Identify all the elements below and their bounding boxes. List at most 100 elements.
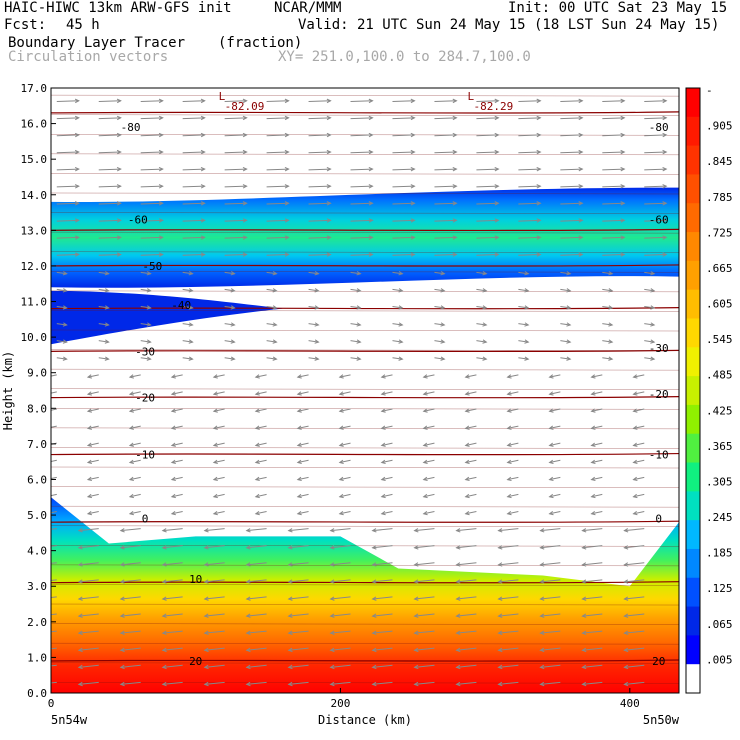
- low-marker-value: -82.29: [474, 100, 514, 113]
- vector-arrowhead: [398, 339, 404, 344]
- circulation-vector: [224, 134, 247, 137]
- vector-arrowhead: [578, 149, 584, 155]
- circulation-vector: [518, 323, 529, 326]
- vector-arrowhead: [368, 218, 374, 223]
- circulation-vector: [266, 100, 289, 103]
- vector-arrowhead: [245, 562, 251, 567]
- vector-arrowhead: [119, 579, 125, 584]
- vector-arrowhead: [578, 115, 584, 121]
- vector-arrowhead: [548, 442, 554, 447]
- vector-arrowhead: [524, 271, 530, 276]
- y-tick-label: 8.0: [27, 402, 47, 415]
- vector-arrowhead: [413, 613, 419, 618]
- vector-arrowhead: [272, 271, 278, 276]
- vector-arrowhead: [104, 271, 110, 276]
- vector-arrowhead: [329, 596, 335, 601]
- circulation-vector: [330, 681, 351, 685]
- circulation-vector: [381, 442, 393, 446]
- circulation-vector: [476, 134, 499, 137]
- circulation-vector: [308, 219, 331, 222]
- circulation-vector: [560, 219, 583, 222]
- circulation-vector: [476, 117, 499, 120]
- circulation-vector: [266, 357, 277, 360]
- vector-arrowhead: [371, 562, 377, 567]
- minor-contour: [51, 271, 679, 273]
- circulation-vector: [266, 306, 277, 309]
- vector-label: Circulation vectors: [8, 49, 169, 65]
- circulation-vector: [476, 271, 487, 275]
- vector-arrowhead: [464, 408, 470, 413]
- vector-arrowhead: [200, 98, 206, 104]
- vector-arrowhead: [536, 149, 542, 155]
- y-tick-label: 1.0: [27, 651, 47, 664]
- circulation-vector: [591, 476, 603, 481]
- circulation-vector: [297, 391, 309, 395]
- vector-arrowhead: [296, 425, 302, 430]
- circulation-vector: [266, 288, 277, 292]
- circulation-vector: [140, 340, 151, 343]
- vector-arrowhead: [188, 356, 194, 361]
- circulation-vector: [633, 425, 645, 429]
- vector-arrowhead: [203, 647, 209, 653]
- circulation-vector: [644, 219, 667, 222]
- vector-arrowhead: [296, 391, 302, 396]
- y-tick-label: 12.0: [21, 260, 48, 273]
- tracer-cirrus-tongue: [51, 290, 283, 345]
- y-tick-label: 7.0: [27, 438, 47, 451]
- vector-arrowhead: [650, 356, 656, 361]
- minor-contour: [51, 329, 679, 332]
- vector-arrowhead: [380, 493, 386, 499]
- vector-arrowhead: [608, 322, 614, 327]
- circulation-vector: [381, 511, 393, 515]
- circulation-vector: [204, 681, 225, 685]
- circulation-vector: [392, 100, 415, 103]
- vector-arrowhead: [158, 115, 164, 121]
- vector-arrowhead: [440, 322, 446, 327]
- circulation-vector: [56, 100, 79, 103]
- vector-arrowhead: [371, 579, 377, 584]
- vector-arrowhead: [482, 288, 488, 293]
- vector-arrowhead: [536, 115, 542, 121]
- circulation-vector: [465, 476, 477, 481]
- vector-arrowhead: [524, 339, 530, 344]
- vector-arrowhead: [494, 201, 500, 206]
- circulation-vector: [518, 202, 541, 205]
- vector-arrowhead: [242, 167, 248, 172]
- circulation-vector: [549, 511, 561, 515]
- y-tick-label: 17.0: [21, 82, 48, 95]
- vector-arrowhead: [452, 115, 458, 121]
- colorbar-swatch: [686, 232, 700, 262]
- circulation-vector: [498, 545, 519, 549]
- circulation-vector: [213, 459, 225, 464]
- circulation-vector: [414, 613, 435, 617]
- vector-arrowhead: [170, 408, 176, 413]
- circulation-vector: [644, 151, 667, 154]
- vector-arrowhead: [455, 545, 461, 550]
- valid-time: Valid: 21 UTC Sun 24 May 15 (18 LST Sun …: [298, 17, 720, 33]
- colorbar-swatch: [686, 462, 700, 492]
- circulation-vector: [624, 596, 645, 600]
- vector-arrowhead: [455, 630, 461, 635]
- circulation-vector: [591, 425, 603, 429]
- circulation-vector: [518, 271, 529, 275]
- circulation-vector: [182, 168, 205, 171]
- circulation-vector: [288, 562, 309, 566]
- vector-arrowhead: [623, 630, 629, 635]
- vector-arrowhead: [548, 493, 554, 499]
- circulation-vector: [266, 202, 289, 205]
- vector-arrowhead: [338, 476, 344, 482]
- vector-arrowhead: [413, 596, 419, 601]
- vector-arrowhead: [287, 681, 293, 687]
- vector-arrowhead: [77, 579, 83, 584]
- circulation-vector: [644, 357, 655, 360]
- circulation-vector: [476, 100, 499, 103]
- circulation-vector: [560, 117, 583, 120]
- vector-arrowhead: [329, 630, 335, 635]
- circulation-vector: [204, 630, 225, 634]
- vector-arrowhead: [566, 322, 572, 327]
- circulation-vector: [392, 117, 415, 120]
- circulation-vector: [51, 664, 57, 667]
- circulation-vector: [140, 151, 163, 154]
- vector-arrowhead: [413, 545, 419, 550]
- circulation-vector: [434, 202, 457, 205]
